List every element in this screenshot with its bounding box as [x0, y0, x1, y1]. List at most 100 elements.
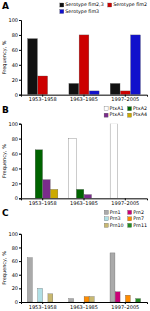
tick-mark	[19, 35, 21, 36]
tick-mark	[19, 20, 21, 21]
bars	[27, 253, 140, 302]
tick-label: 20	[12, 285, 18, 291]
bar	[110, 124, 117, 199]
bar	[84, 195, 91, 199]
tick: 40	[12, 166, 21, 172]
tick-label: 1963–1985	[70, 304, 98, 310]
panel: 0204060801001953–19581963–19851997–2005F…	[1, 208, 147, 309]
legend-entry: PtxA2	[128, 106, 147, 111]
legend-swatch	[104, 113, 108, 117]
bar	[28, 198, 35, 199]
tick: 40	[12, 62, 21, 68]
bar	[125, 198, 132, 199]
tick: 40	[12, 272, 21, 278]
tick-label: 100	[8, 231, 18, 237]
tick-label: 100	[8, 121, 18, 127]
axis-line	[19, 21, 22, 96]
tick: 20	[12, 181, 21, 187]
legend-swatch	[128, 210, 132, 214]
bars	[35, 124, 117, 199]
tick-mark	[19, 288, 21, 289]
tick-mark	[19, 247, 21, 248]
bar	[118, 198, 125, 199]
legend-label: Prn11	[133, 223, 147, 228]
legend-entry: Serotype fim3	[60, 9, 99, 14]
y-label: Frequency, %	[1, 251, 8, 285]
tick: 60	[12, 47, 21, 53]
bar	[48, 294, 53, 302]
tick: 1997–2005	[111, 302, 139, 310]
tick-mark	[19, 80, 21, 81]
tick-label: 0	[15, 299, 18, 305]
bar	[89, 91, 99, 95]
panel: 0204060801001953–19581963–19851997–2005F…	[1, 1, 147, 102]
bar	[53, 302, 58, 303]
tick-mark	[19, 65, 21, 66]
plot-area: 0204060801001953–19581963–19851997–2005	[8, 231, 147, 310]
tick: 100	[8, 231, 21, 237]
tick: 100	[8, 121, 21, 127]
legend-entry: Prn1	[104, 210, 120, 215]
bar	[131, 302, 136, 303]
tick-mark	[19, 275, 21, 276]
tick-label: 80	[12, 136, 18, 142]
tick-mark	[19, 302, 21, 303]
bar	[120, 302, 125, 303]
tick-label: 20	[12, 181, 18, 187]
bar	[131, 35, 141, 95]
legend-swatch	[128, 217, 132, 221]
legend-swatch	[104, 223, 108, 227]
tick-label: 60	[12, 258, 18, 264]
legend-swatch	[104, 210, 108, 214]
legend-entry: PtxA1	[104, 106, 123, 111]
tick: 80	[12, 32, 21, 38]
tick-mark	[19, 50, 21, 51]
legend-swatch	[104, 107, 108, 111]
bar	[69, 139, 76, 199]
tick-mark	[19, 124, 21, 125]
tick-label: 0	[15, 92, 18, 98]
bar	[48, 94, 58, 95]
legend-swatch	[60, 3, 64, 7]
legend-label: Serotype fim3	[65, 9, 99, 14]
tick: 80	[12, 245, 21, 251]
bar	[28, 39, 38, 95]
legend-swatch	[108, 3, 112, 7]
legend-swatch	[128, 223, 132, 227]
tick-mark	[19, 261, 21, 262]
bar	[133, 198, 140, 199]
bar	[69, 83, 79, 94]
tick-label: 60	[12, 151, 18, 157]
legend-label: PtxA2	[133, 106, 147, 111]
tick: 0	[15, 299, 21, 305]
tick-mark	[19, 95, 21, 96]
tick-label: 20	[12, 77, 18, 83]
legend-entry: Prn10	[104, 223, 123, 228]
bar	[110, 253, 115, 302]
bar	[120, 91, 130, 95]
bar	[35, 150, 42, 199]
legend: PtxA1PtxA2PtxA3PtxA4	[104, 106, 147, 118]
bar	[69, 299, 74, 302]
legend-label: Prn7	[133, 216, 144, 221]
y-axis: 0 20 40 60 80 100	[8, 231, 21, 305]
bar	[38, 76, 48, 95]
tick: 1997–2005	[111, 95, 139, 103]
bar	[51, 189, 58, 198]
tick: 80	[12, 136, 21, 142]
tick: 60	[12, 151, 21, 157]
tick-label: 40	[12, 62, 18, 68]
legend-label: PtxA3	[110, 112, 124, 117]
tick: 20	[12, 77, 21, 83]
tick: 100	[8, 17, 21, 23]
bar	[84, 297, 89, 302]
tick: 1963–1985	[70, 95, 98, 103]
tick-label: 80	[12, 32, 18, 38]
tick: 0	[15, 195, 21, 201]
legend-entry: Serotype fim2	[108, 2, 147, 7]
legend-entry: Prn2	[128, 210, 144, 215]
tick: 20	[12, 285, 21, 291]
bar	[115, 292, 120, 302]
bar	[125, 295, 130, 302]
bar	[110, 83, 120, 94]
